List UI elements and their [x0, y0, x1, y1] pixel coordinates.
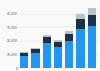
Bar [20, 53, 28, 56]
Bar [31, 48, 40, 49]
Bar [43, 43, 51, 68]
Bar [20, 52, 28, 53]
Bar [54, 40, 62, 42]
Bar [43, 35, 51, 37]
Bar [54, 47, 62, 68]
Bar [43, 37, 51, 43]
Bar [54, 42, 62, 47]
Bar [31, 49, 40, 53]
Bar [31, 53, 40, 68]
Bar [65, 34, 73, 41]
Bar [88, 8, 96, 15]
Bar [76, 29, 85, 68]
Bar [20, 56, 28, 68]
Bar [88, 15, 96, 26]
Bar [76, 19, 85, 29]
Bar [88, 26, 96, 68]
Bar [76, 14, 85, 19]
Bar [65, 31, 73, 34]
Bar [65, 41, 73, 68]
